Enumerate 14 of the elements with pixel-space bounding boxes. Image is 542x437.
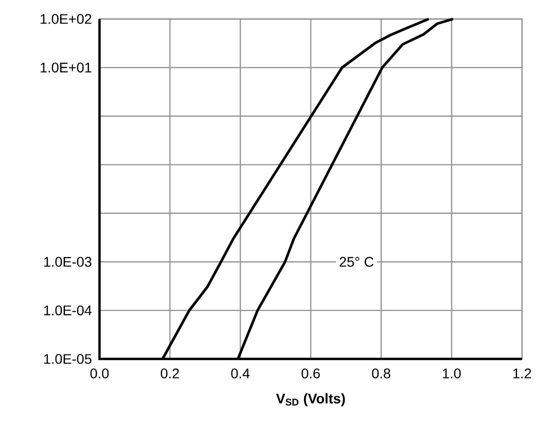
y-tick-label: 1.0E-04 <box>44 305 92 316</box>
x-tick-label: 0.6 <box>302 368 320 378</box>
x-tick-label: 1.0 <box>442 368 461 378</box>
x-tick-label: 1.2 <box>513 368 532 378</box>
x-tick-label: 0.8 <box>372 368 390 378</box>
y-tick-label: 1.0E+01 <box>40 62 92 72</box>
x-tick-label: 0.4 <box>231 368 250 378</box>
x-tick-label: 0.2 <box>160 368 179 378</box>
y-tick-label: 1.0E+02 <box>40 14 92 24</box>
x-tick-label: 0.0 <box>90 368 109 378</box>
annotation: 25° C <box>340 256 374 267</box>
y-tick-label: 1.0E-03 <box>44 256 92 267</box>
x-axis-title: V$_{SD}$ (Volts) <box>276 393 345 406</box>
y-tick-label: 1.0E-05 <box>44 354 92 364</box>
